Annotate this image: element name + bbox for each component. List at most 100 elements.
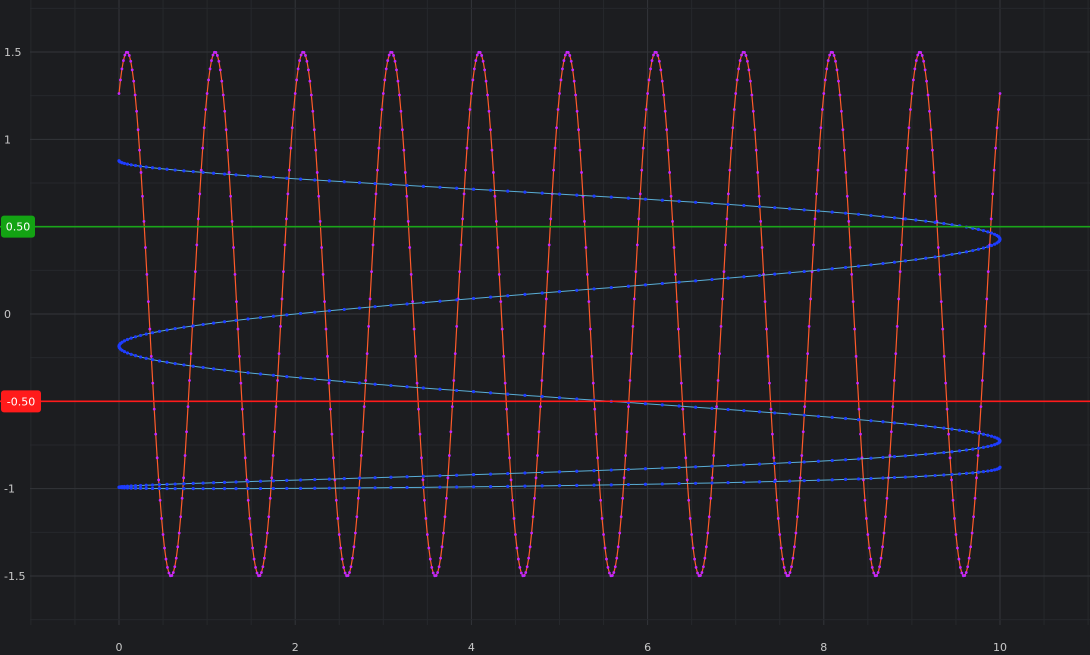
zigzag-series-point bbox=[271, 373, 276, 377]
sine-series-point bbox=[809, 297, 812, 301]
sine-series-point bbox=[590, 354, 594, 358]
zigzag-series-point bbox=[981, 445, 986, 450]
sine-series-point bbox=[302, 51, 306, 54]
sine-series-point bbox=[327, 381, 331, 385]
sine-series-point bbox=[826, 59, 830, 62]
sine-series-point bbox=[428, 557, 432, 561]
sine-series-point bbox=[279, 324, 282, 328]
zigzag-series-point bbox=[165, 328, 169, 332]
sine-series-point bbox=[467, 126, 470, 130]
sine-series-point bbox=[744, 54, 748, 57]
sine-series-point bbox=[610, 574, 614, 577]
sine-series-point bbox=[148, 327, 152, 331]
sine-series-point bbox=[726, 192, 730, 196]
zigzag-series-point bbox=[246, 371, 250, 375]
zigzag-series-point bbox=[989, 243, 994, 248]
sine-series-point bbox=[644, 108, 648, 111]
sine-series-point bbox=[283, 243, 287, 247]
sine-series-point bbox=[390, 51, 394, 54]
sine-series-point bbox=[478, 51, 482, 54]
sine-series-point bbox=[870, 566, 874, 569]
zigzag-series-point bbox=[313, 477, 317, 482]
sine-series-point bbox=[489, 128, 492, 132]
sine-series-point bbox=[735, 78, 739, 82]
sine-series-point bbox=[882, 531, 886, 535]
sine-series-point bbox=[117, 92, 121, 95]
zigzag-series-point bbox=[313, 310, 317, 314]
zigzag-series-point bbox=[592, 194, 596, 198]
zigzag-series-point bbox=[211, 487, 216, 491]
zigzag-series-point bbox=[830, 458, 834, 463]
zigzag-series-point bbox=[992, 232, 997, 236]
zigzag-series-point bbox=[660, 403, 664, 407]
sine-series-point bbox=[166, 566, 169, 569]
sine-series-point bbox=[362, 405, 366, 409]
sine-series-point bbox=[396, 79, 400, 83]
sine-series-point bbox=[530, 531, 534, 535]
zigzag-series-point bbox=[788, 461, 792, 465]
sine-series-point bbox=[442, 531, 445, 535]
sine-series-point bbox=[851, 300, 855, 304]
zigzag-series-point bbox=[438, 387, 442, 391]
zigzag-series-point bbox=[757, 273, 762, 278]
zigzag-series-point bbox=[830, 415, 834, 419]
sine-series-point bbox=[771, 432, 774, 436]
sine-series-point bbox=[677, 327, 680, 331]
sine-series-point bbox=[198, 192, 202, 196]
sine-series-point bbox=[497, 272, 501, 276]
zigzag-series-point bbox=[222, 480, 227, 484]
sine-series-point bbox=[265, 531, 269, 535]
sine-series-point bbox=[980, 379, 984, 382]
y-tick-label: 0 bbox=[4, 308, 11, 321]
zigzag-series-point bbox=[357, 306, 362, 310]
zigzag-series-point bbox=[950, 450, 954, 454]
sine-series-point bbox=[274, 405, 278, 409]
zigzag-series-point bbox=[389, 383, 393, 388]
sine-series-point bbox=[748, 79, 752, 83]
zigzag-series-point bbox=[173, 327, 177, 331]
zigzag-series-point bbox=[157, 329, 162, 333]
zigzag-series-point bbox=[575, 469, 579, 473]
sine-series-point bbox=[734, 92, 738, 95]
sine-series-point bbox=[967, 556, 971, 560]
sine-series-point bbox=[662, 93, 666, 97]
sine-series-point bbox=[179, 515, 183, 519]
sine-series-point bbox=[704, 545, 708, 549]
sine-series-point bbox=[421, 478, 425, 482]
sine-series-point bbox=[938, 272, 942, 276]
zigzag-series-point bbox=[488, 472, 493, 476]
sine-series-point bbox=[298, 59, 302, 62]
zigzag-series-point bbox=[816, 268, 821, 272]
sine-series-point bbox=[122, 59, 125, 62]
zigzag-series-point bbox=[182, 482, 186, 486]
zigzag-series-point bbox=[298, 376, 303, 380]
zigzag-series-point bbox=[246, 486, 250, 491]
sine-series-point bbox=[760, 246, 764, 249]
zigzag-series-point bbox=[981, 246, 986, 250]
sine-series-point bbox=[835, 68, 839, 72]
y-tick-label: -1 bbox=[4, 483, 15, 496]
zigzag-series-point bbox=[892, 421, 897, 425]
sine-series-point bbox=[923, 68, 927, 72]
zigzag-series-point bbox=[342, 380, 346, 384]
sine-series-point bbox=[427, 546, 431, 550]
sine-series-point bbox=[701, 565, 705, 569]
zigzag-series-point bbox=[830, 210, 834, 214]
zigzag-series-point bbox=[710, 464, 714, 468]
zigzag-series-point bbox=[471, 187, 476, 191]
zigzag-series-point bbox=[327, 309, 331, 313]
sine-series-point bbox=[909, 108, 912, 111]
sine-series-point bbox=[262, 556, 266, 560]
sine-series-point bbox=[437, 565, 441, 569]
sine-series-point bbox=[638, 192, 642, 196]
zigzag-series-point bbox=[523, 190, 527, 194]
zigzag-series-point bbox=[660, 482, 664, 486]
sine-series-point bbox=[657, 59, 661, 63]
zigzag-series-point bbox=[540, 191, 544, 195]
zigzag-series-point bbox=[677, 280, 681, 284]
zigzag-series-point bbox=[694, 279, 698, 283]
sine-series-point bbox=[406, 219, 410, 223]
sine-series-point bbox=[282, 270, 285, 274]
sine-series-point bbox=[970, 531, 974, 535]
zigzag-series-point bbox=[421, 300, 425, 305]
